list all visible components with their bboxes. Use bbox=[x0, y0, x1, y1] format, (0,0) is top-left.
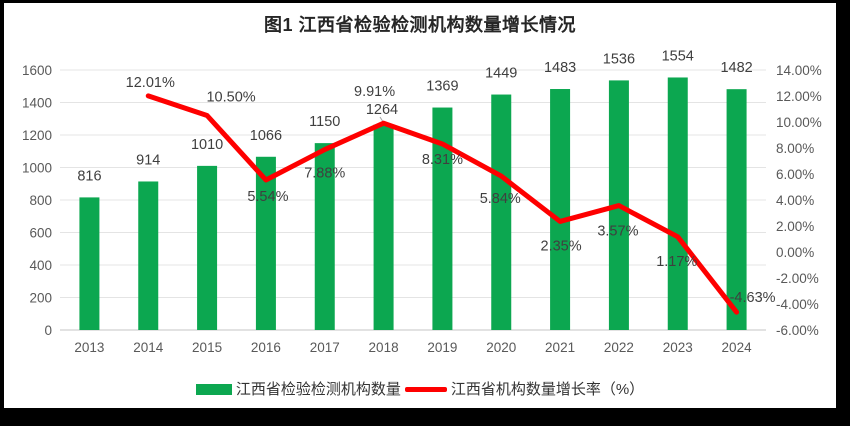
x-axis-label-2024: 2024 bbox=[722, 340, 753, 355]
growth-rate-label: 12.01% bbox=[126, 75, 175, 91]
bar-value-label: 1369 bbox=[426, 79, 458, 95]
growth-rate-label: 1.17% bbox=[656, 254, 697, 270]
x-axis-label-2021: 2021 bbox=[545, 340, 575, 355]
bar-2015[interactable] bbox=[197, 165, 218, 330]
x-axis-label-2023: 2023 bbox=[663, 340, 693, 355]
bar-value-label: 1066 bbox=[250, 128, 282, 144]
bar-value-label: 1150 bbox=[309, 114, 340, 130]
growth-rate-label: 8.31% bbox=[422, 152, 463, 168]
x-axis-label-2014: 2014 bbox=[133, 340, 164, 355]
growth-rate-label: 5.84% bbox=[480, 191, 521, 207]
bar-2013[interactable] bbox=[79, 197, 100, 330]
chart-area: 图1 江西省检验检测机构数量增长情况 1600 1400 1200 1000 800 60… bbox=[4, 3, 836, 408]
bar-value-label: 914 bbox=[136, 152, 160, 168]
left-axis-tick: 1400 bbox=[22, 96, 52, 111]
x-axis-label-2018: 2018 bbox=[369, 340, 399, 355]
bar-value-label: 1010 bbox=[191, 137, 223, 153]
right-axis-tick: -6.00% bbox=[776, 323, 819, 338]
line-series-swatch[interactable] bbox=[404, 386, 447, 392]
growth-rate-label: 10.50% bbox=[206, 90, 255, 106]
x-axis-label-2019: 2019 bbox=[427, 340, 457, 355]
combo-chart-canvas: 1600 1400 1200 1000 800 600 400 200 0 14.00% 12.00… bbox=[22, 48, 822, 355]
chart-legend: 江西省检验检测机构数量 江西省机构数量增长率（%） bbox=[4, 378, 836, 400]
left-axis-tick: 600 bbox=[29, 226, 52, 241]
growth-rate-line[interactable] bbox=[145, 93, 740, 315]
right-axis-tick: 0.00% bbox=[776, 245, 814, 260]
right-axis-tick: 14.00% bbox=[776, 63, 822, 78]
right-axis-tick: -4.00% bbox=[776, 297, 819, 312]
bar-2023[interactable] bbox=[667, 77, 688, 330]
bar-value-label: 816 bbox=[77, 168, 101, 184]
chart-title: 图1 江西省检验检测机构数量增长情况 bbox=[263, 15, 576, 35]
bar-2019[interactable] bbox=[432, 107, 453, 330]
left-axis-tick: 1000 bbox=[22, 161, 52, 176]
left-axis-tick: 1200 bbox=[22, 128, 52, 143]
bar-2024[interactable] bbox=[726, 89, 747, 330]
right-axis-tick: 12.00% bbox=[776, 89, 822, 104]
left-axis-tick: 0 bbox=[44, 323, 52, 338]
bar-2020[interactable] bbox=[491, 94, 512, 330]
x-axis-label-2016: 2016 bbox=[251, 340, 281, 355]
growth-rate-label: 5.54% bbox=[247, 189, 288, 205]
bar-2016[interactable] bbox=[255, 156, 276, 330]
bar-value-label: 1536 bbox=[603, 51, 635, 67]
bar-value-label: 1483 bbox=[544, 60, 576, 76]
left-axis-tick: 800 bbox=[29, 193, 52, 208]
growth-rate-label: 9.91% bbox=[354, 84, 395, 100]
right-axis-tick: -2.00% bbox=[776, 271, 819, 286]
right-axis-tick: 2.00% bbox=[776, 219, 814, 234]
left-axis-tick: 400 bbox=[29, 258, 52, 273]
growth-rate-label: -4.63% bbox=[730, 290, 776, 306]
bar-value-label: 1449 bbox=[485, 66, 517, 82]
right-axis-tick: 10.00% bbox=[776, 115, 822, 130]
left-axis-tick: 1600 bbox=[22, 63, 52, 78]
x-axis-label-2017: 2017 bbox=[310, 340, 340, 355]
growth-rate-label: 7.88% bbox=[304, 166, 345, 182]
bar-value-label: 1264 bbox=[366, 102, 398, 118]
bar-2017[interactable] bbox=[314, 143, 335, 330]
growth-rate-label: 3.57% bbox=[597, 224, 638, 240]
bar-2014[interactable] bbox=[138, 181, 159, 330]
x-axis-label-2015: 2015 bbox=[192, 340, 222, 355]
right-axis-tick: 6.00% bbox=[776, 167, 814, 182]
right-axis-tick: 8.00% bbox=[776, 141, 814, 156]
bar-series-swatch[interactable] bbox=[195, 383, 232, 395]
bar-series-legend-label[interactable]: 江西省检验检测机构数量 bbox=[235, 380, 401, 398]
bar-2021[interactable] bbox=[550, 89, 571, 330]
bar-value-label: 1482 bbox=[720, 60, 752, 76]
left-axis-tick: 200 bbox=[29, 291, 52, 306]
bar-2018[interactable] bbox=[373, 124, 394, 330]
x-axis-label-2020: 2020 bbox=[486, 340, 516, 355]
right-axis-tick: 4.00% bbox=[776, 193, 814, 208]
bar-value-label: 1554 bbox=[662, 48, 694, 64]
growth-rate-label: 2.35% bbox=[541, 238, 582, 254]
x-axis-label-2022: 2022 bbox=[604, 340, 634, 355]
line-series-legend-label[interactable]: 江西省机构数量增长率（%） bbox=[450, 380, 645, 398]
x-axis-label-2013: 2013 bbox=[74, 340, 104, 355]
